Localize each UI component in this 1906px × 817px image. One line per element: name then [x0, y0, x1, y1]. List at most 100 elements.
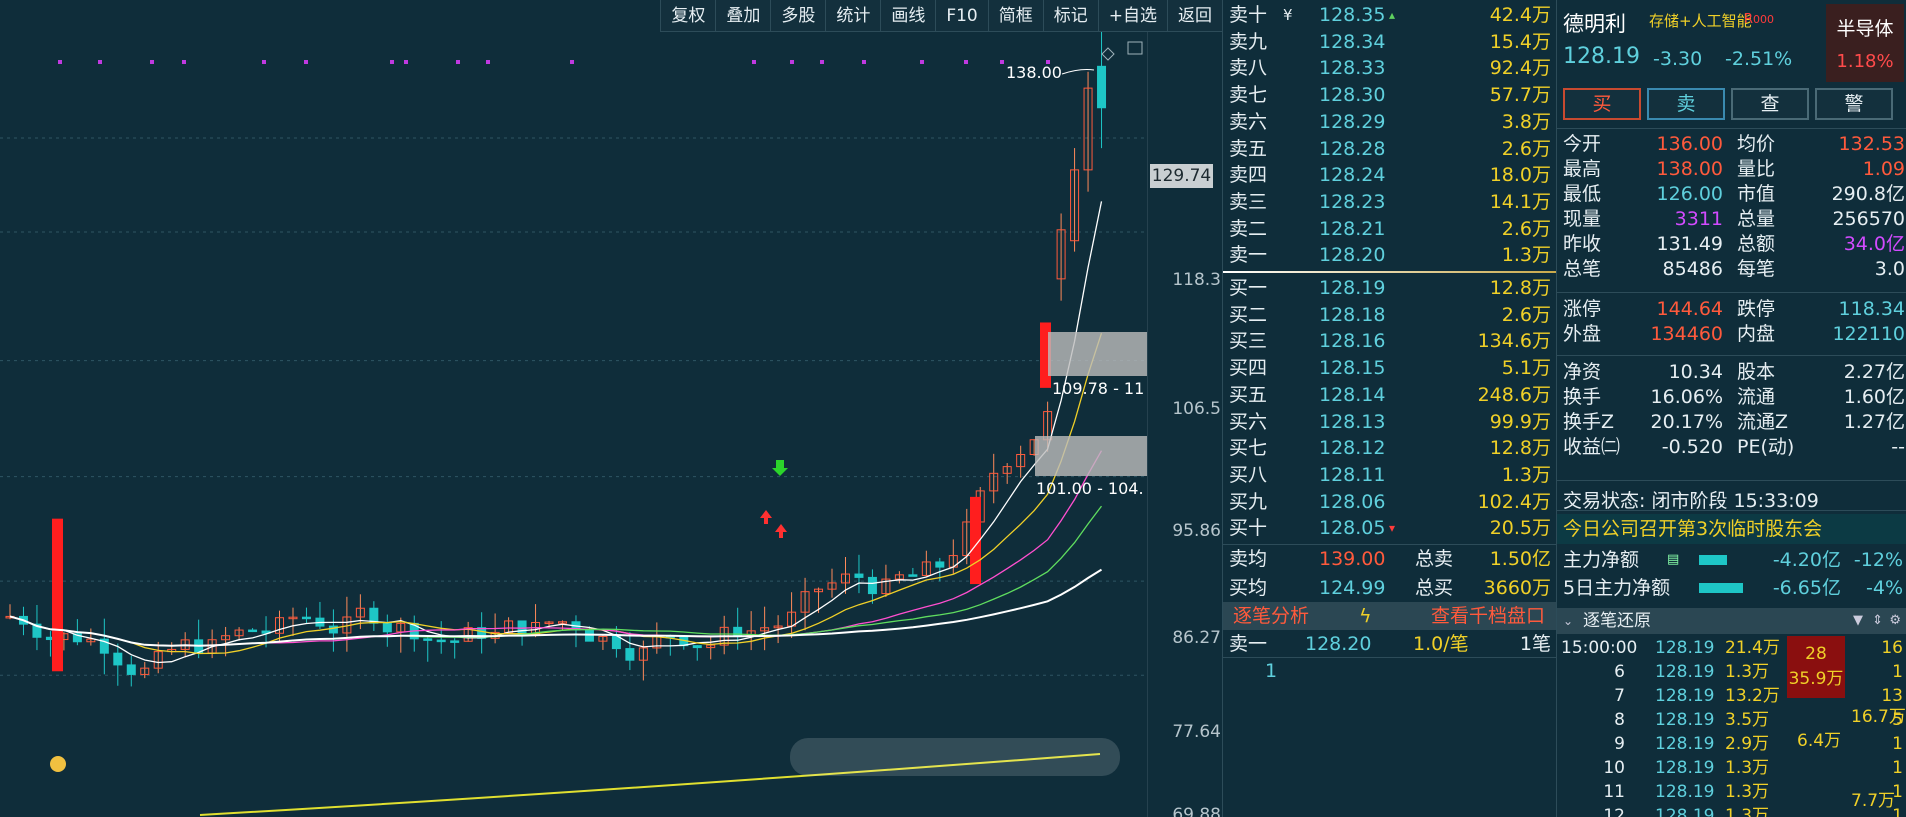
tick-row[interactable]: 12 128.19 1.3万 1 — [1557, 804, 1906, 817]
stock-name[interactable]: 德明利 — [1563, 12, 1626, 36]
tick-row[interactable]: 15:00:00 128.19 21.4万 16 — [1557, 636, 1906, 660]
tick-row[interactable]: 6 128.19 1.3万 1 — [1557, 660, 1906, 684]
bid-level[interactable]: 买九 128.06 102.4万 — [1223, 489, 1557, 516]
signal-dot — [820, 60, 824, 64]
stat-value: 256570 — [1832, 208, 1905, 230]
candle-body — [881, 578, 891, 595]
toolbar-button-simple-frame[interactable]: 简框 — [987, 0, 1043, 31]
level-volume: 14.1万 — [1489, 190, 1551, 213]
axis-tick-label: 95.86 — [1172, 521, 1221, 541]
level-volume: 12.8万 — [1489, 277, 1551, 299]
toolbar-button-draw[interactable]: 画线 — [880, 0, 935, 31]
tick-row[interactable]: 10 128.19 1.3万 1 — [1557, 756, 1906, 780]
level-volume: 1.3万 — [1501, 463, 1551, 486]
toolbar-button-f10[interactable]: F10 — [935, 0, 987, 31]
toolbar-button-back[interactable]: 返回 — [1167, 0, 1222, 31]
signal-dot — [150, 60, 154, 64]
limit-up-candle — [52, 518, 63, 672]
news-ticker[interactable]: 今日公司召开第3次临时股东会 — [1557, 514, 1906, 544]
candle-body — [328, 625, 338, 634]
level-label: 卖十 — [1229, 4, 1268, 26]
stat-value: 290.8亿 — [1831, 183, 1905, 205]
sort-icon[interactable]: ⇕ — [1872, 613, 1883, 628]
kline-chart-panel[interactable]: 109.78 - 11 101.00 - 104. 138.00 复权 叠加 多股 … — [0, 0, 1222, 817]
quote-stat-row: 最高 138.00 量比 1.09 — [1557, 157, 1906, 182]
candle-body — [814, 588, 824, 593]
ask-level[interactable]: 卖三 128.23 14.1万 — [1223, 189, 1557, 216]
level-volume: 12.8万 — [1489, 437, 1551, 460]
sell-avg-value: 139.00 — [1319, 548, 1386, 570]
candle-body — [908, 574, 918, 577]
level-label: 买九 — [1229, 490, 1268, 513]
level-volume: 2.6万 — [1501, 217, 1551, 240]
toolbar-button-multi-stock[interactable]: 多股 — [770, 0, 825, 31]
quote-stat-row: 收益㈡ -0.520 PE(动) -- — [1557, 435, 1906, 460]
candle-body — [598, 635, 608, 642]
stat-label: 涨停 — [1563, 298, 1602, 320]
signal-dot — [790, 60, 794, 64]
tab-thousand-level[interactable]: 查看千档盘口 — [1430, 605, 1545, 627]
bid-level[interactable]: 买五 128.14 248.6万 — [1223, 382, 1557, 409]
alert-button[interactable]: 警 — [1815, 88, 1893, 120]
kline-chart[interactable]: 109.78 - 11 101.00 - 104. 138.00 — [0, 32, 1147, 817]
total-sell-value: 1.50亿 — [1489, 548, 1551, 570]
limit-up-candle — [970, 496, 981, 585]
level-price: 128.33 — [1319, 57, 1386, 80]
toolbar-button-stats[interactable]: 统计 — [825, 0, 880, 31]
bid-level[interactable]: 买二 128.18 2.6万 — [1223, 302, 1557, 329]
bid-level[interactable]: 买四 128.15 5.1万 — [1223, 355, 1557, 382]
level-volume: 102.4万 — [1477, 490, 1551, 513]
level-volume: 5.1万 — [1501, 357, 1551, 380]
toolbar-button-overlay[interactable]: 叠加 — [715, 0, 770, 31]
ask-level[interactable]: 卖四 128.24 18.0万 — [1223, 162, 1557, 189]
tab-tick-analysis[interactable]: 逐笔分析 — [1233, 605, 1310, 627]
ask-level[interactable]: 卖八 128.33 92.4万 — [1223, 55, 1557, 82]
tick-mid-c: 7.7万 — [1851, 791, 1896, 811]
tick-count: 1 — [1892, 758, 1903, 778]
flow-label: 主力净额 — [1563, 549, 1640, 571]
stat-label: 收益㈡ — [1563, 436, 1621, 458]
sell-button[interactable]: 卖 — [1647, 88, 1725, 120]
gear-icon[interactable]: ⚙ — [1889, 613, 1901, 628]
chart-icon[interactable]: ▤ — [1667, 552, 1680, 567]
signal-dot — [304, 60, 308, 64]
stat-label: 换手Z — [1563, 411, 1615, 433]
bid-level[interactable]: 买八 128.11 1.3万 — [1223, 462, 1557, 489]
bid-level[interactable]: 买六 128.13 99.9万 — [1223, 409, 1557, 436]
tick-row[interactable]: 11 128.19 1.3万 1 — [1557, 780, 1906, 804]
bid-level[interactable]: 买一 128.19 12.8万 — [1223, 275, 1557, 302]
toolbar-button-fuquan[interactable]: 复权 — [660, 0, 715, 31]
sector-tile[interactable]: 半导体 1.18% — [1826, 4, 1904, 82]
filter-icon[interactable]: ▼ — [1853, 613, 1863, 628]
ask-level[interactable]: 卖五 128.28 2.6万 — [1223, 136, 1557, 163]
buy-button[interactable]: 买 — [1563, 88, 1641, 120]
tick-volume: 1.3万 — [1725, 662, 1770, 682]
stat-label: 最高 — [1563, 158, 1602, 180]
toolbar-button-mark[interactable]: 标记 — [1042, 0, 1098, 31]
ma-line-5 — [9, 201, 1103, 664]
level-price: 128.30 — [1319, 84, 1386, 107]
ask-level[interactable]: 卖七 128.30 57.7万 — [1223, 82, 1557, 109]
tick-row[interactable]: 8 128.19 3.5万 5 — [1557, 708, 1906, 732]
query-button[interactable]: 查 — [1731, 88, 1809, 120]
bid-level[interactable]: 买十 128.05 ▾ 20.5万 — [1223, 515, 1557, 542]
ask-level[interactable]: 卖一 128.20 1.3万 — [1223, 242, 1557, 269]
stat-value: 136.00 — [1656, 133, 1723, 155]
ask-level[interactable]: 卖十 128.35 ¥ ▴ 42.4万 — [1223, 2, 1557, 29]
bid-level[interactable]: 买七 128.12 12.8万 — [1223, 435, 1557, 462]
candle-body — [935, 561, 945, 568]
tick-count: 1 — [1892, 806, 1903, 817]
divider — [1557, 128, 1906, 129]
ask-level[interactable]: 卖九 128.34 15.4万 — [1223, 29, 1557, 56]
level-label: 买四 — [1229, 357, 1268, 380]
ask-level[interactable]: 卖二 128.21 2.6万 — [1223, 216, 1557, 243]
toolbar-button-add-watchlist[interactable]: +自选 — [1097, 0, 1167, 31]
tick-row[interactable]: 9 128.19 2.9万 1 — [1557, 732, 1906, 756]
tick-time: 15:00:00 — [1561, 638, 1638, 658]
tick-row[interactable]: 7 128.19 13.2万 13 — [1557, 684, 1906, 708]
collapse-icon[interactable]: ⌄ — [1563, 614, 1574, 628]
bid-level[interactable]: 买三 128.16 134.6万 — [1223, 328, 1557, 355]
ask-level[interactable]: 卖六 128.29 3.8万 — [1223, 109, 1557, 136]
stat-value: 20.17% — [1650, 411, 1723, 433]
candle-body — [611, 635, 621, 650]
